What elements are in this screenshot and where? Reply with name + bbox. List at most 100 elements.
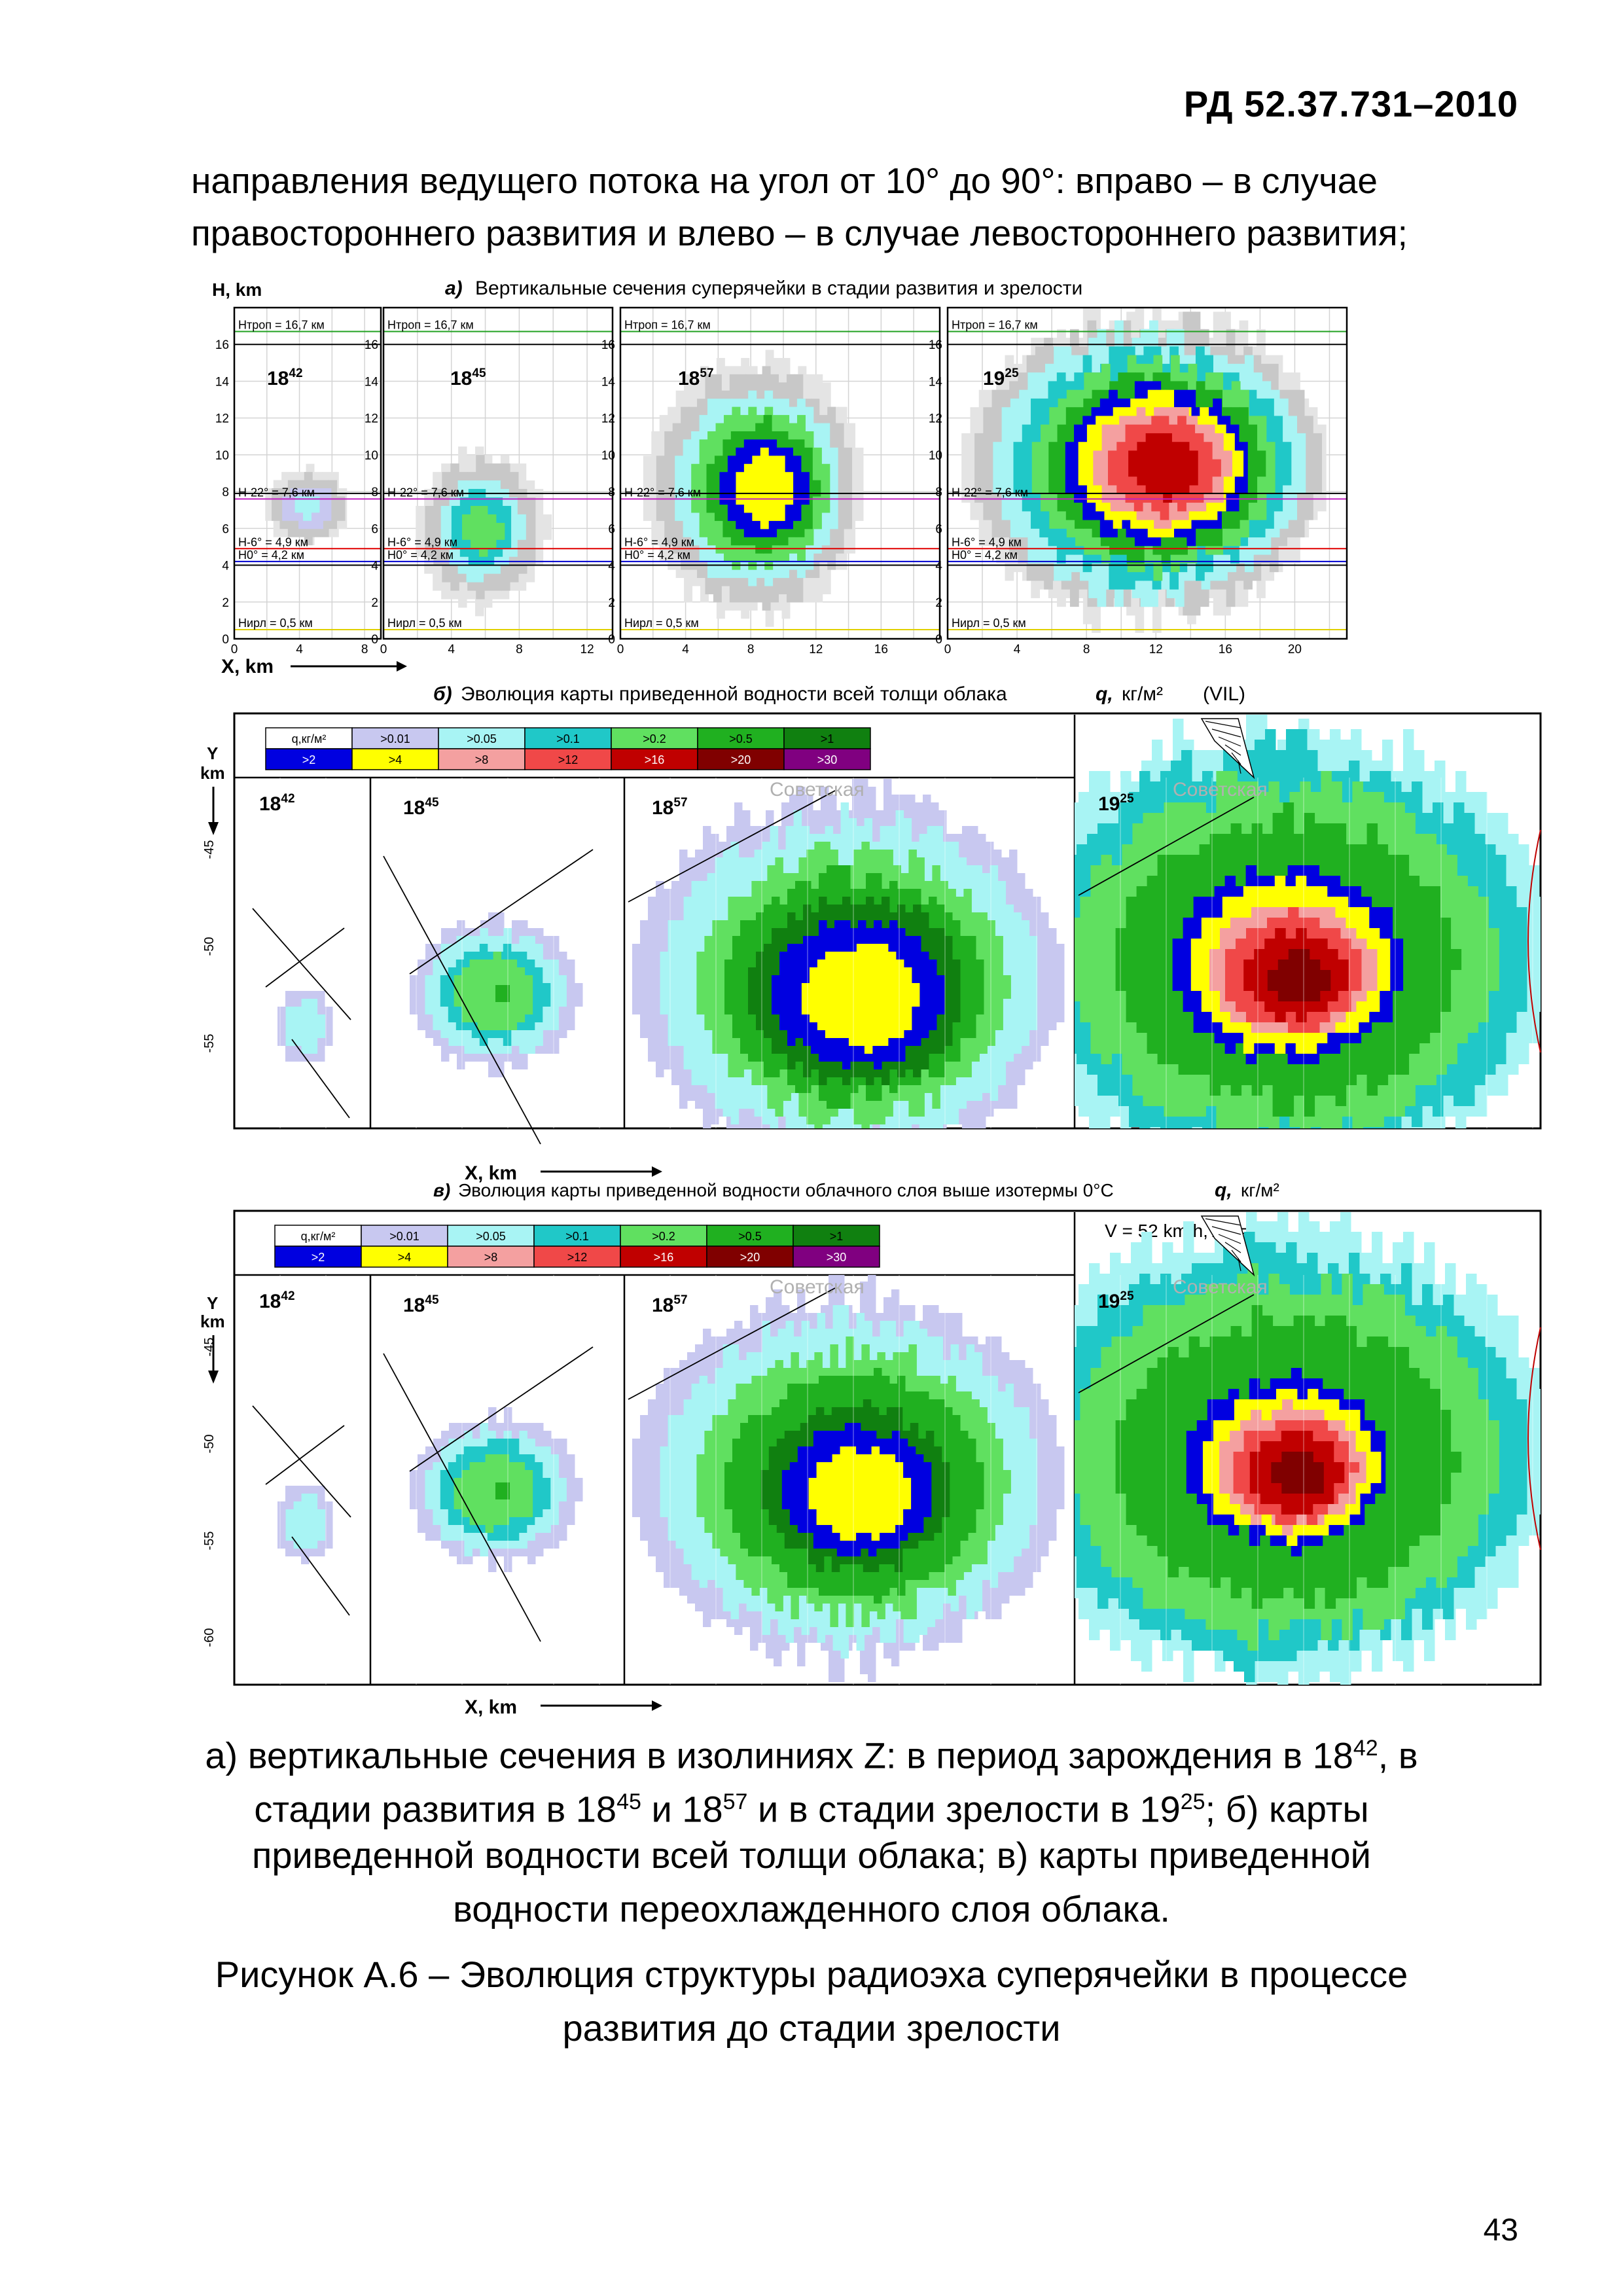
- caption-line-1: а) вертикальные сечения в изолиниях Z: в…: [205, 1734, 1418, 1776]
- x-tick-label: 12: [809, 643, 823, 656]
- panel-a-vertical-sections: H, km а) Вертикальные сечения суперячейк…: [212, 278, 1348, 677]
- isotherm-minus22-line-label: Н-22° = 7,6 км: [624, 486, 701, 499]
- y-tick-label: 0: [222, 633, 229, 647]
- section-frame: [946, 306, 1348, 640]
- tropopause-line-label: Нтроп = 16,7 км: [952, 319, 1038, 332]
- y-tick-label: 16: [365, 338, 378, 352]
- y-tick-label: 16: [601, 338, 615, 352]
- legend-label: >0.2: [652, 1230, 675, 1243]
- time-label: 1845: [450, 367, 486, 389]
- y-tick-label: 4: [371, 560, 378, 573]
- isotherm-zero-line-label: Н0° = 4,2 км: [952, 548, 1018, 562]
- time-label: 1845: [403, 1293, 439, 1316]
- y-tick-label: -55: [202, 1532, 217, 1551]
- y-tick-label: 6: [935, 522, 942, 536]
- x-tick-label: 0: [617, 643, 624, 656]
- x-tick-label: 12: [1149, 643, 1163, 656]
- caption-line-4: водности переохлажденного слоя облака.: [453, 1888, 1170, 1929]
- legend-label: >30: [817, 753, 838, 766]
- legend-label: >20: [731, 753, 751, 766]
- echo-contour: [285, 1494, 326, 1549]
- svg-text:km: km: [200, 763, 225, 783]
- panel-b-symbol: q,: [1096, 683, 1113, 705]
- time-sup: 45: [425, 796, 439, 810]
- legend-label: >4: [389, 753, 402, 766]
- condensation-level-line-label: Нирл = 0,5 км: [624, 617, 699, 630]
- legend-label: >0.2: [643, 732, 666, 745]
- time-sup: 42: [289, 367, 302, 380]
- x-tick-label: 8: [1083, 643, 1090, 656]
- section-frame: [382, 306, 614, 640]
- legend-label: q,кг/м²: [301, 1230, 336, 1243]
- echo-contour: [1271, 1452, 1324, 1494]
- road-line: [252, 908, 351, 1020]
- y-tick-label: 2: [222, 596, 229, 610]
- y-tick-label: 4: [608, 560, 615, 573]
- road-line: [409, 1346, 594, 1472]
- vertical-section-2: Нтроп = 16,7 км Н-22° = 7,6 км Н-6° = 4,9 …: [365, 306, 614, 656]
- legend-swatch: [351, 727, 439, 749]
- vertical-section-4: Нтроп = 16,7 км Н-22° = 7,6 км Н-6° = 4,9 …: [929, 306, 1348, 656]
- time-sup: 57: [700, 367, 713, 380]
- x-tick-label: 8: [516, 643, 523, 656]
- x-tick-label: 0: [231, 643, 238, 656]
- road-line: [1078, 1294, 1255, 1393]
- legend-swatch: [265, 727, 353, 749]
- town-label: Советская: [1173, 779, 1268, 800]
- y-tick-label: -55: [202, 1034, 217, 1053]
- y-tick-label: 10: [601, 449, 615, 463]
- time-sup: 45: [425, 1293, 439, 1307]
- y-tick-label: 14: [601, 375, 616, 389]
- legend-swatch: [697, 727, 785, 749]
- hatched-sector: [1200, 1215, 1255, 1277]
- x-tick-label: 4: [448, 643, 455, 656]
- section-frame: [233, 306, 382, 640]
- y-tick-label: -60: [202, 1628, 217, 1647]
- time-sup: 42: [281, 1289, 294, 1303]
- echo-layer: [294, 496, 320, 521]
- y-tick-label: 8: [222, 486, 229, 499]
- y-tick-label: 12: [601, 412, 615, 426]
- echo-contour: [801, 944, 920, 1054]
- y-tick-label: 16: [929, 338, 942, 352]
- body-line-2: правостороннего развития и влево – в слу…: [191, 213, 1408, 253]
- time-sup: 42: [281, 792, 294, 806]
- y-tick-label: 6: [608, 522, 615, 536]
- time-sup: 25: [1120, 1289, 1134, 1303]
- legend-swatch: [361, 1246, 448, 1268]
- legend-swatch: [274, 1246, 362, 1268]
- y-tick-label: 10: [215, 449, 229, 463]
- panel-a-ylabel: H, km: [212, 279, 262, 300]
- legend: q,кг/м² >0.01 >0.05 >0.1 >0.2 >0.5 >1 >2 >4 >8 >12…: [274, 1225, 880, 1268]
- x-tick-label: 12: [580, 643, 594, 656]
- x-tick-label: 8: [747, 643, 755, 656]
- legend-label: >0.05: [467, 732, 497, 745]
- body-line-1: направления ведущего потока на угол от 1…: [191, 160, 1378, 201]
- hatched-sector: [1200, 718, 1255, 780]
- y-tick-label: 10: [929, 449, 942, 463]
- legend-swatch: [274, 1225, 362, 1247]
- echo-contour: [285, 999, 326, 1054]
- road-line: [628, 790, 836, 903]
- y-tick-label: 12: [365, 412, 378, 426]
- x-tick-label: 0: [380, 643, 387, 656]
- condensation-level-line-label: Нирл = 0,5 км: [952, 617, 1026, 630]
- svg-text:km: km: [200, 1312, 225, 1331]
- panel-b-unit: кг/м²: [1122, 683, 1163, 705]
- y-tick-label: 14: [929, 375, 943, 389]
- y-tick-label: 8: [935, 486, 942, 499]
- road-line: [409, 849, 594, 975]
- x-tick-label: 16: [874, 643, 888, 656]
- x-tick-label: 4: [296, 643, 303, 656]
- y-tick-label: 8: [371, 486, 378, 499]
- echo-contour: [454, 1454, 533, 1533]
- isotherm-minus22-line-label: Н-22° = 7,6 км: [952, 486, 1028, 499]
- isotherm-minus22-line-label: Н-22° = 7,6 км: [238, 486, 315, 499]
- isotherm-zero-line-label: Н0° = 4,2 км: [238, 548, 304, 562]
- y-tick-label: 2: [371, 596, 378, 610]
- x-tick-label: 16: [1219, 643, 1232, 656]
- road-line: [252, 1405, 351, 1518]
- isotherm-minus22-line-label: Н-22° = 7,6 км: [387, 486, 464, 499]
- isotherm-minus6-line-label: Н-6° = 4,9 км: [624, 535, 694, 548]
- y-tick-label: 0: [935, 633, 942, 647]
